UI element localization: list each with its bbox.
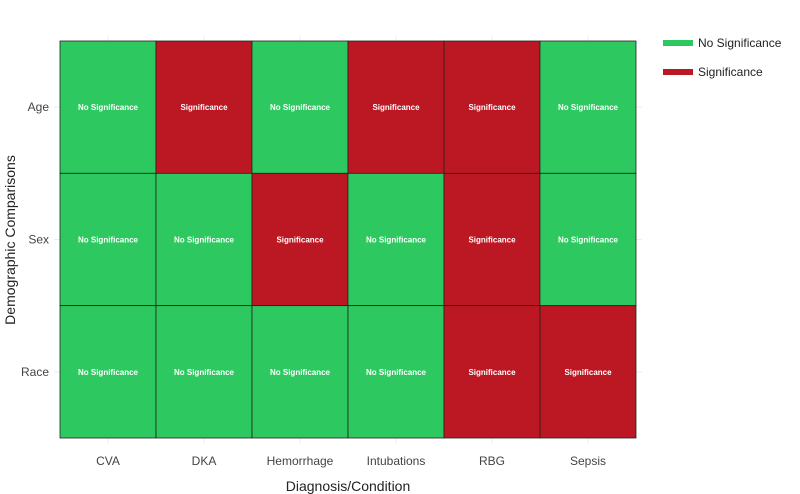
y-tick-age: Age [28, 100, 50, 114]
heatmap-cell-sex-dka[interactable] [155, 172, 253, 307]
y-tick-race: Race [21, 365, 49, 379]
legend-label-no-significance: No Significance [698, 36, 782, 50]
cell-labels: No Significance Significance No Significan… [78, 103, 619, 377]
cell-label-age-hemorrhage: No Significance [270, 103, 331, 112]
legend[interactable]: No Significance Significance [663, 36, 782, 79]
x-tick-cva: CVA [96, 454, 120, 468]
x-tick-intubations: Intubations [367, 454, 426, 468]
legend-item-significance[interactable]: Significance [663, 65, 763, 79]
cell-label-race-hemorrhage: No Significance [270, 368, 331, 377]
heatmap-cell-sex-hemorrhage[interactable] [251, 172, 349, 307]
x-tick-dka: DKA [192, 454, 217, 468]
x-axis-ticks: CVA DKA Hemorrhage Intubations RBG Sepsis [96, 454, 606, 468]
x-tick-sepsis: Sepsis [570, 454, 606, 468]
heatmap-cell-sex-sepsis[interactable] [539, 172, 637, 307]
heatmap-cells [59, 40, 637, 439]
cell-label-sex-intubations: No Significance [366, 236, 427, 245]
cell-label-sex-sepsis: No Significance [558, 236, 619, 245]
heatmap-cell-race-dka[interactable] [155, 305, 253, 439]
heatmap-cell-race-hemorrhage[interactable] [251, 305, 349, 439]
cell-label-sex-rbg: Significance [468, 236, 516, 245]
cell-label-age-dka: Significance [180, 103, 228, 112]
legend-swatch-no-significance [663, 40, 693, 46]
cell-label-race-intubations: No Significance [366, 368, 427, 377]
heatmap-cell-sex-intubations[interactable] [347, 172, 445, 307]
cell-label-race-dka: No Significance [174, 368, 235, 377]
cell-label-sex-hemorrhage: Significance [276, 236, 324, 245]
cell-label-age-rbg: Significance [468, 103, 516, 112]
cell-label-race-cva: No Significance [78, 368, 139, 377]
x-tick-hemorrhage: Hemorrhage [267, 454, 334, 468]
x-axis-title: Diagnosis/Condition [286, 478, 411, 494]
y-tick-sex: Sex [28, 233, 49, 247]
y-axis-ticks: Age Sex Race [21, 100, 49, 379]
cell-label-race-sepsis: Significance [564, 368, 612, 377]
y-axis-title: Demographic Comparisons [2, 155, 18, 325]
heatmap-cell-race-rbg[interactable] [443, 305, 541, 439]
cell-label-sex-cva: No Significance [78, 236, 139, 245]
heatmap-cell-sex-rbg[interactable] [443, 172, 541, 307]
heatmap-cell-sex-cva[interactable] [59, 172, 157, 307]
legend-item-no-significance[interactable]: No Significance [663, 36, 782, 50]
heatmap-cell-race-cva[interactable] [59, 305, 157, 439]
heatmap-cell-race-intubations[interactable] [347, 305, 445, 439]
cell-label-age-cva: No Significance [78, 103, 139, 112]
heatmap-cell-age-sepsis[interactable] [539, 40, 637, 174]
legend-label-significance: Significance [698, 65, 763, 79]
cell-label-race-rbg: Significance [468, 368, 516, 377]
cell-label-age-intubations: Significance [372, 103, 420, 112]
cell-label-sex-dka: No Significance [174, 236, 235, 245]
legend-swatch-significance [663, 69, 693, 75]
x-tick-rbg: RBG [479, 454, 505, 468]
cell-label-age-sepsis: No Significance [558, 103, 619, 112]
heatmap-cell-race-sepsis[interactable] [539, 305, 637, 439]
